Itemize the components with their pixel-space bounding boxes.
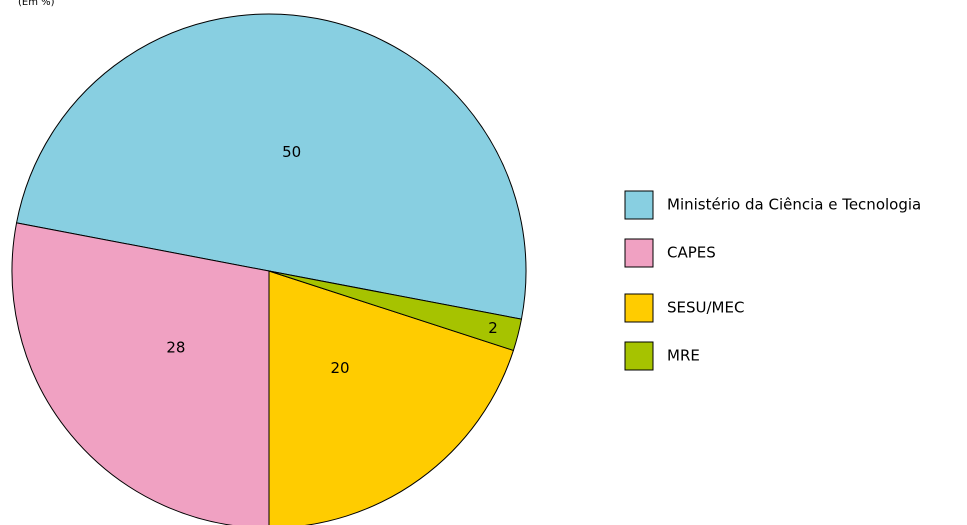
legend-swatch [624,238,654,268]
pie-slice [268,270,523,352]
legend-label: CAPES [667,244,716,262]
slice-label: 2 [488,319,498,337]
pie-slice [15,13,527,320]
chart-subtitle: (Em %) [18,0,55,8]
legend-swatch [624,293,654,323]
legend-label: MRE [667,347,700,365]
pie-slice [11,222,270,525]
legend-swatch [624,341,654,371]
pie-slice [268,270,515,525]
legend-label: Ministério da Ciência e Tecnologia [667,196,921,214]
slice-label: 20 [330,359,349,377]
legend-swatch [624,190,654,220]
slice-label: 28 [166,338,185,356]
legend-label: SESU/MEC [667,299,744,317]
slice-label: 50 [282,143,301,161]
